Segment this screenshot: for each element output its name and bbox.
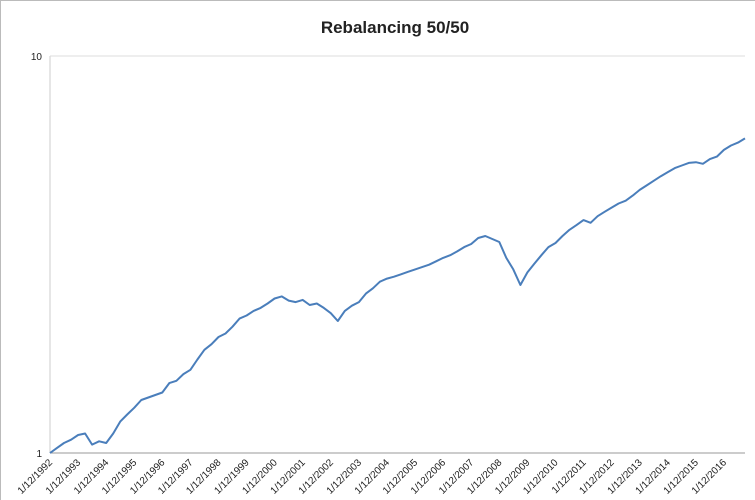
chart-title: Rebalancing 50/50 [321,18,469,37]
y-tick-label: 1 [36,449,42,460]
y-tick-label: 10 [31,52,43,63]
line-series [49,137,746,454]
